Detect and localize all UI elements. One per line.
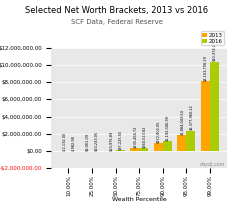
Bar — [130, 148, 139, 151]
Bar — [139, 148, 148, 151]
Text: $10,374,039.10: $10,374,039.10 — [212, 33, 216, 61]
Text: $10,243.05: $10,243.05 — [95, 131, 99, 151]
Bar — [154, 143, 163, 151]
Text: $1,884,043.64: $1,884,043.64 — [180, 109, 184, 135]
Text: $97,225.55: $97,225.55 — [118, 130, 122, 150]
Legend: 2013, 2016: 2013, 2016 — [201, 31, 224, 45]
Bar — [201, 81, 210, 151]
Text: $50,976.89: $50,976.89 — [109, 130, 113, 151]
Text: $9,061.09: $9,061.09 — [86, 133, 90, 151]
Text: $972,802.05: $972,802.05 — [156, 120, 160, 143]
Text: daydj.com: daydj.com — [200, 162, 225, 167]
Bar — [186, 131, 195, 151]
Text: Selected Net Worth Brackets, 2013 vs 2016: Selected Net Worth Brackets, 2013 vs 201… — [26, 6, 208, 16]
X-axis label: Wealth Percentile: Wealth Percentile — [112, 197, 167, 202]
Bar — [116, 150, 124, 151]
Bar — [163, 141, 172, 151]
Text: $2,377,960.22: $2,377,960.22 — [189, 105, 193, 130]
Bar — [177, 135, 186, 151]
Text: $335,466.72: $335,466.72 — [133, 125, 137, 148]
Text: -$2,132.00: -$2,132.00 — [62, 132, 66, 151]
Text: $1,192,046.99: $1,192,046.99 — [165, 115, 169, 141]
Text: -$982.98: -$982.98 — [71, 135, 75, 151]
Text: SCF Data, Federal Reserve: SCF Data, Federal Reserve — [71, 19, 163, 25]
Text: $8,103,708.29: $8,103,708.29 — [204, 55, 208, 81]
Bar — [210, 62, 219, 151]
Text: $360,513.82: $360,513.82 — [142, 125, 146, 148]
